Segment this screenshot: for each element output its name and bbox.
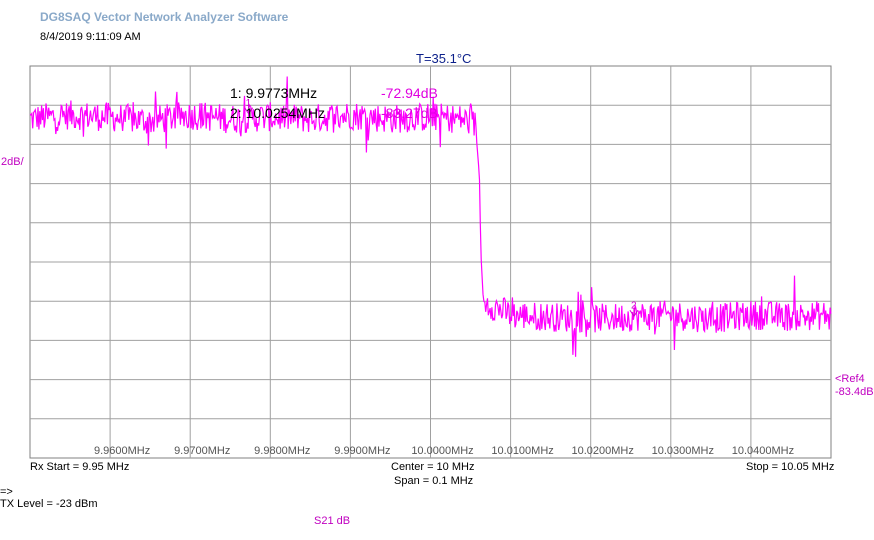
marker-2-indicator[interactable]: 2 [629,300,639,318]
marker-1-number: 1 [246,98,252,109]
x-tick-label: 10.0000MHz [411,445,473,457]
marker-1-frequency: 1: 9.9773MHz [230,85,318,101]
marker-1-indicator[interactable]: 1 [244,98,254,115]
app-title: DG8SAQ Vector Network Analyzer Software [40,10,289,24]
scale-label: 2dB/ [1,156,24,168]
x-tick-label: 9.9600MHz [94,445,150,457]
x-tick-label: 9.9700MHz [174,445,230,457]
reference-label: <Ref4 [835,373,865,385]
trace-name-label: S21 dB [314,515,351,527]
x-tick-label: 10.0100MHz [491,445,553,457]
center-frequency-label: Center = 10 MHz [391,461,475,473]
marker-1-value: -72.94dB [381,85,438,101]
x-tick-label: 9.9900MHz [334,445,390,457]
plot-grid [30,66,831,458]
timestamp: 8/4/2019 9:11:09 AM [40,31,141,43]
marker-2-value: -83.27dB [381,105,438,121]
x-tick-labels: 9.9600MHz 9.9700MHz 9.9800MHz 9.9900MHz 10.0… [94,445,794,457]
span-label: Span = 0.1 MHz [394,475,474,487]
rx-start-label: Rx Start = 9.95 MHz [30,461,130,473]
marker-2-frequency: 2: 10.0254MHz [230,105,325,121]
s21-trace [29,76,832,357]
marker-1-arrow-icon [244,105,254,115]
marker-2-number: 2 [631,300,637,311]
tx-level-label: TX Level = -23 dBm [0,498,98,510]
stop-frequency-label: Stop = 10.05 MHz [746,461,835,473]
x-tick-label: 10.0400MHz [732,445,794,457]
command-prompt[interactable]: => [0,486,13,498]
temperature-readout: T=35.1°C [416,51,472,66]
reference-value: -83.4dB [835,386,874,398]
x-tick-label: 10.0300MHz [652,445,714,457]
x-tick-label: 10.0200MHz [572,445,634,457]
marker-2-arrow-icon [629,308,639,318]
x-tick-label: 9.9800MHz [254,445,310,457]
